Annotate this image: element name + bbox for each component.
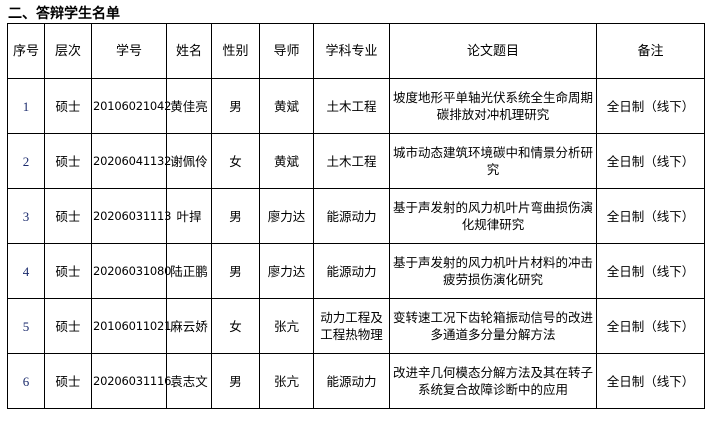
cell-advisor: 廖力达 bbox=[259, 188, 314, 244]
cell-note: 全日制（线下） bbox=[596, 188, 705, 244]
cell-note: 全日制（线下） bbox=[596, 133, 705, 189]
header-name: 姓名 bbox=[166, 23, 212, 79]
cell-no: 1 bbox=[7, 78, 45, 134]
cell-gender: 女 bbox=[211, 133, 260, 189]
cell-gender: 男 bbox=[211, 243, 260, 299]
table-row: 4 硕士 20206031080 陆正鹏男廖力达 能源动力 基于声发射的风力机叶片材料的冲… bbox=[7, 243, 705, 299]
cell-gender: 男 bbox=[211, 78, 260, 134]
table-row: 6 硕士 20206031116 袁志文男张亢 能源动力 改进辛几何模态分解方法及其在转子… bbox=[7, 353, 705, 409]
cell-advisor: 廖力达 bbox=[259, 243, 314, 299]
header-gender: 性别 bbox=[211, 23, 260, 79]
header-id: 学号 bbox=[91, 23, 167, 79]
cell-major: 能源动力 bbox=[313, 188, 390, 244]
cell-note: 全日制（线下） bbox=[596, 78, 705, 134]
cell-thesis: 城市动态建筑环境碳中和情景分析研究 bbox=[389, 133, 597, 189]
cell-major: 土木工程 bbox=[313, 78, 390, 134]
cell-advisor: 张亢 bbox=[259, 298, 314, 354]
cell-advisor: 黄斌 bbox=[259, 133, 314, 189]
cell-major: 动力工程及工程热物理 bbox=[313, 298, 390, 354]
cell-no: 2 bbox=[7, 133, 45, 189]
cell-note: 全日制（线下） bbox=[596, 243, 705, 299]
cell-id: 20206031080 bbox=[91, 243, 171, 299]
cell-id: 20206031116 bbox=[91, 353, 171, 409]
cell-note: 全日制（线下） bbox=[596, 353, 705, 409]
cell-thesis: 变转速工况下齿轮箱振动信号的改进多通道多分量分解方法 bbox=[389, 298, 597, 354]
table-row: 2 硕士 20206041132 谢佩伶女黄斌 土木工程 城市动态建筑环境碳中和情景分析研… bbox=[7, 133, 705, 189]
cell-level: 硕士 bbox=[44, 353, 92, 409]
cell-id: 20206031113 bbox=[91, 188, 171, 244]
cell-name: 黄佳亮 bbox=[166, 78, 212, 134]
table-row: 3 硕士 20206031113 叶捍男廖力达 能源动力 基于声发射的风力机叶片弯曲损伤演… bbox=[7, 188, 705, 244]
cell-major: 土木工程 bbox=[313, 133, 390, 189]
header-no: 序号 bbox=[7, 23, 45, 79]
cell-id: 20206041132 bbox=[91, 133, 171, 189]
cell-level: 硕士 bbox=[44, 298, 92, 354]
cell-thesis: 改进辛几何模态分解方法及其在转子系统复合故障诊断中的应用 bbox=[389, 353, 597, 409]
cell-thesis: 基于声发射的风力机叶片弯曲损伤演化规律研究 bbox=[389, 188, 597, 244]
cell-major: 能源动力 bbox=[313, 243, 390, 299]
cell-id: 20106021042 bbox=[91, 78, 171, 134]
cell-note: 全日制（线下） bbox=[596, 298, 705, 354]
table-row: 1 硕士 20106021042 黄佳亮男黄斌 土木工程 坡度地形平单轴光伏系统全生命周期… bbox=[7, 78, 705, 134]
header-level: 层次 bbox=[44, 23, 92, 79]
cell-name: 袁志文 bbox=[166, 353, 212, 409]
cell-no: 5 bbox=[7, 298, 45, 354]
header-major: 学科专业 bbox=[313, 23, 390, 79]
header-advisor: 导师 bbox=[259, 23, 314, 79]
table-row: 5 硕士 20106011021 麻云娇女张亢 动力工程及工程热物理 变转速工况下齿轮箱振… bbox=[7, 298, 705, 354]
header-row: 序号 层次 学号 姓名 性别 导师 学科专业 论文题目 备注 bbox=[7, 23, 705, 79]
cell-no: 4 bbox=[7, 243, 45, 299]
header-note: 备注 bbox=[596, 23, 705, 79]
cell-thesis: 坡度地形平单轴光伏系统全生命周期碳排放对冲机理研究 bbox=[389, 78, 597, 134]
cell-name: 麻云娇 bbox=[166, 298, 212, 354]
cell-major: 能源动力 bbox=[313, 353, 390, 409]
cell-name: 谢佩伶 bbox=[166, 133, 212, 189]
cell-name: 陆正鹏 bbox=[166, 243, 212, 299]
cell-name: 叶捍 bbox=[166, 188, 212, 244]
student-table: 序号 层次 学号 姓名 性别 导师 学科专业 论文题目 备注 1 硕士 201060… bbox=[7, 23, 705, 409]
cell-id: 20106011021 bbox=[91, 298, 171, 354]
section-title: 二、答辩学生名单 bbox=[8, 6, 120, 22]
cell-level: 硕士 bbox=[44, 78, 92, 134]
cell-advisor: 黄斌 bbox=[259, 78, 314, 134]
cell-gender: 女 bbox=[211, 298, 260, 354]
cell-level: 硕士 bbox=[44, 243, 92, 299]
cell-no: 6 bbox=[7, 353, 45, 409]
cell-advisor: 张亢 bbox=[259, 353, 314, 409]
cell-gender: 男 bbox=[211, 188, 260, 244]
cell-gender: 男 bbox=[211, 353, 260, 409]
cell-no: 3 bbox=[7, 188, 45, 244]
header-thesis: 论文题目 bbox=[389, 23, 597, 79]
cell-level: 硕士 bbox=[44, 133, 92, 189]
cell-level: 硕士 bbox=[44, 188, 92, 244]
cell-thesis: 基于声发射的风力机叶片材料的冲击疲劳损伤演化研究 bbox=[389, 243, 597, 299]
